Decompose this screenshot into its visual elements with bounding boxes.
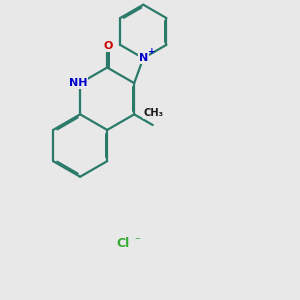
Text: NH: NH — [68, 78, 87, 88]
Text: ⁻: ⁻ — [135, 236, 140, 246]
Text: Cl: Cl — [117, 237, 130, 250]
Text: CH₃: CH₃ — [143, 109, 163, 118]
Text: N: N — [139, 53, 148, 63]
Text: O: O — [104, 41, 113, 51]
Text: +: + — [148, 47, 156, 56]
